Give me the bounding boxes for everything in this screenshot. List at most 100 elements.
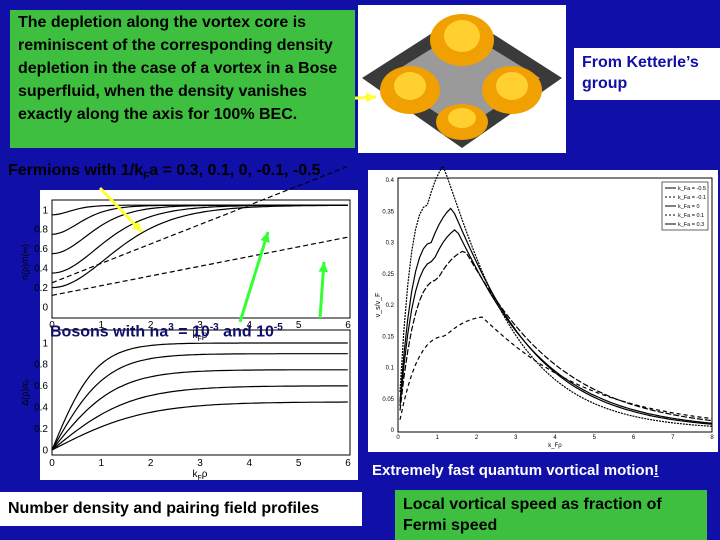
x-tick-label: 0 [396, 435, 400, 441]
x-tick-label: 3 [514, 435, 518, 441]
legend-label: k_Fa = 0.1 [678, 213, 704, 219]
text: k [193, 330, 199, 341]
curve [399, 250, 713, 422]
text: a = 0.3, 0.1, 0, -0.1, -0.5 [149, 162, 321, 179]
y-tick-label: 1 [42, 205, 48, 216]
x-tick-label: 3 [197, 320, 203, 331]
legend-label: k_Fa = -0.1 [678, 195, 706, 201]
y-tick-label: 0.8 [34, 225, 48, 236]
x-tick-label: 4 [247, 458, 253, 469]
right-panel [368, 170, 718, 452]
text: Fermions with 1/k [8, 162, 144, 179]
legend-label: k_Fa = -0.5 [678, 186, 706, 192]
curve [51, 236, 348, 296]
x-tick-label: 8 [710, 435, 714, 441]
y-tick-label: 0.8 [34, 360, 48, 371]
y-tick-label: 0.4 [386, 178, 395, 184]
gap-frame [51, 329, 351, 456]
x-tick-label: 2 [148, 320, 154, 331]
subscript: F [198, 475, 202, 482]
density-frame [51, 199, 351, 319]
y-tick-label: 1 [42, 338, 48, 349]
y-tick-label: 0.35 [382, 209, 394, 215]
right-caption: Local vortical speed as fraction of Ferm… [395, 490, 707, 540]
y-tick-label: 0.05 [382, 397, 394, 403]
subscript: F [198, 336, 202, 343]
y-tick-label: 0 [42, 445, 48, 456]
text: and 10 [218, 323, 274, 341]
legend-label: k_Fa = 0.3 [678, 222, 704, 228]
subscript: F [26, 378, 32, 382]
x-axis-label: kFρ [193, 330, 208, 343]
y-tick-label: 0.4 [34, 264, 48, 275]
x-tick-label: 1 [436, 435, 440, 441]
y-tick-label: 0.6 [34, 381, 48, 392]
y-tick-label: 0.2 [34, 424, 48, 435]
y-tick-label: 0.4 [34, 403, 48, 414]
text: ρ [202, 469, 208, 480]
left-panel [40, 190, 358, 480]
y-tick-label: 0.25 [382, 272, 394, 278]
y-tick-label: 0 [42, 302, 48, 313]
y-tick-label: 0.3 [386, 241, 395, 247]
text: = 10 [173, 323, 210, 341]
speed-frame [397, 177, 713, 433]
curve [51, 165, 349, 284]
x-tick-label: 6 [345, 458, 351, 469]
x-tick-label: 5 [593, 435, 597, 441]
arrow-head [365, 92, 376, 103]
arrow-head [131, 221, 142, 232]
fermions-label: Fermions with 1/kFa = 0.3, 0.1, 0, -0.1,… [8, 162, 320, 182]
curve [51, 353, 348, 451]
curve [399, 164, 713, 427]
y-tick-label: 0.2 [386, 303, 395, 309]
curve [51, 401, 348, 451]
curve [51, 342, 348, 451]
x-tick-label: 4 [247, 320, 253, 331]
x-tick-label: 5 [296, 458, 302, 469]
arrow [98, 186, 144, 234]
x-tick-label: 0 [49, 458, 55, 469]
x-tick-label: 4 [553, 435, 557, 441]
y-tick-label: 0 [391, 428, 395, 434]
y-tick-label: 0.15 [382, 334, 394, 340]
vortex-image [358, 5, 566, 153]
x-tick-label: 5 [296, 320, 302, 331]
x-tick-label: 6 [345, 320, 351, 331]
x-axis-label: kFρ [193, 469, 208, 482]
x-tick-label: 3 [197, 458, 203, 469]
legend-label: k_Fa = 0 [678, 204, 700, 210]
superscript: -3 [209, 322, 219, 333]
text: k [193, 469, 199, 480]
text: Bosons with na [50, 323, 169, 341]
y-axis-label: Δ(ρ)/εF [20, 378, 32, 406]
arrow-head [260, 232, 270, 243]
x-tick-label: 1 [99, 458, 105, 469]
arrow [238, 231, 270, 323]
superscript: -5 [273, 322, 283, 333]
x-tick-label: 7 [671, 435, 675, 441]
x-tick-label: 1 [99, 320, 105, 331]
subscript: F [143, 171, 150, 183]
bosons-label: Bosons with na3 = 10-3 and 10-5 [50, 322, 283, 341]
x-tick-label: 6 [632, 435, 636, 441]
top-note: The depletion along the vortex core is r… [10, 10, 355, 148]
y-axis-label: n(ρ)/n(∞) [20, 244, 30, 280]
x-tick-label: 2 [475, 435, 479, 441]
superscript: 3 [168, 322, 174, 333]
y-tick-label: 0.6 [34, 244, 48, 255]
curve [399, 229, 713, 424]
text: ! [653, 462, 659, 479]
arrow-head [318, 262, 329, 273]
curve [51, 385, 348, 451]
left-caption: Number density and pairing field profile… [0, 492, 362, 526]
text: ρ [202, 330, 208, 341]
x-tick-label: 2 [148, 458, 154, 469]
curve [399, 207, 713, 425]
x-tick-label: 0 [49, 320, 55, 331]
y-axis-label: v_s/v_F [375, 293, 382, 318]
text: Extremely fast quantum vortical motion [372, 462, 654, 479]
curve [51, 369, 348, 451]
